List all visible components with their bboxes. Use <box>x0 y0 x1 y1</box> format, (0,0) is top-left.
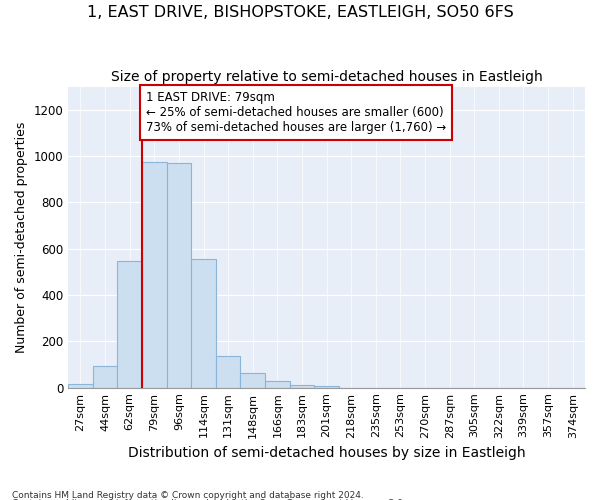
Bar <box>191 259 216 388</box>
Text: 1, EAST DRIVE, BISHOPSTOKE, EASTLEIGH, SO50 6FS: 1, EAST DRIVE, BISHOPSTOKE, EASTLEIGH, S… <box>86 5 514 20</box>
Bar <box>142 162 167 388</box>
Bar <box>167 163 191 388</box>
Bar <box>314 386 339 388</box>
Title: Size of property relative to semi-detached houses in Eastleigh: Size of property relative to semi-detach… <box>111 70 542 84</box>
Y-axis label: Number of semi-detached properties: Number of semi-detached properties <box>15 122 28 353</box>
Bar <box>216 356 241 388</box>
Bar <box>265 380 290 388</box>
X-axis label: Distribution of semi-detached houses by size in Eastleigh: Distribution of semi-detached houses by … <box>128 446 526 460</box>
Text: Contains HM Land Registry data © Crown copyright and database right 2024.: Contains HM Land Registry data © Crown c… <box>12 490 364 500</box>
Bar <box>241 372 265 388</box>
Bar <box>68 384 93 388</box>
Bar <box>118 262 142 388</box>
Bar <box>290 386 314 388</box>
Text: 1 EAST DRIVE: 79sqm
← 25% of semi-detached houses are smaller (600)
73% of semi-: 1 EAST DRIVE: 79sqm ← 25% of semi-detach… <box>146 91 446 134</box>
Bar <box>93 366 118 388</box>
